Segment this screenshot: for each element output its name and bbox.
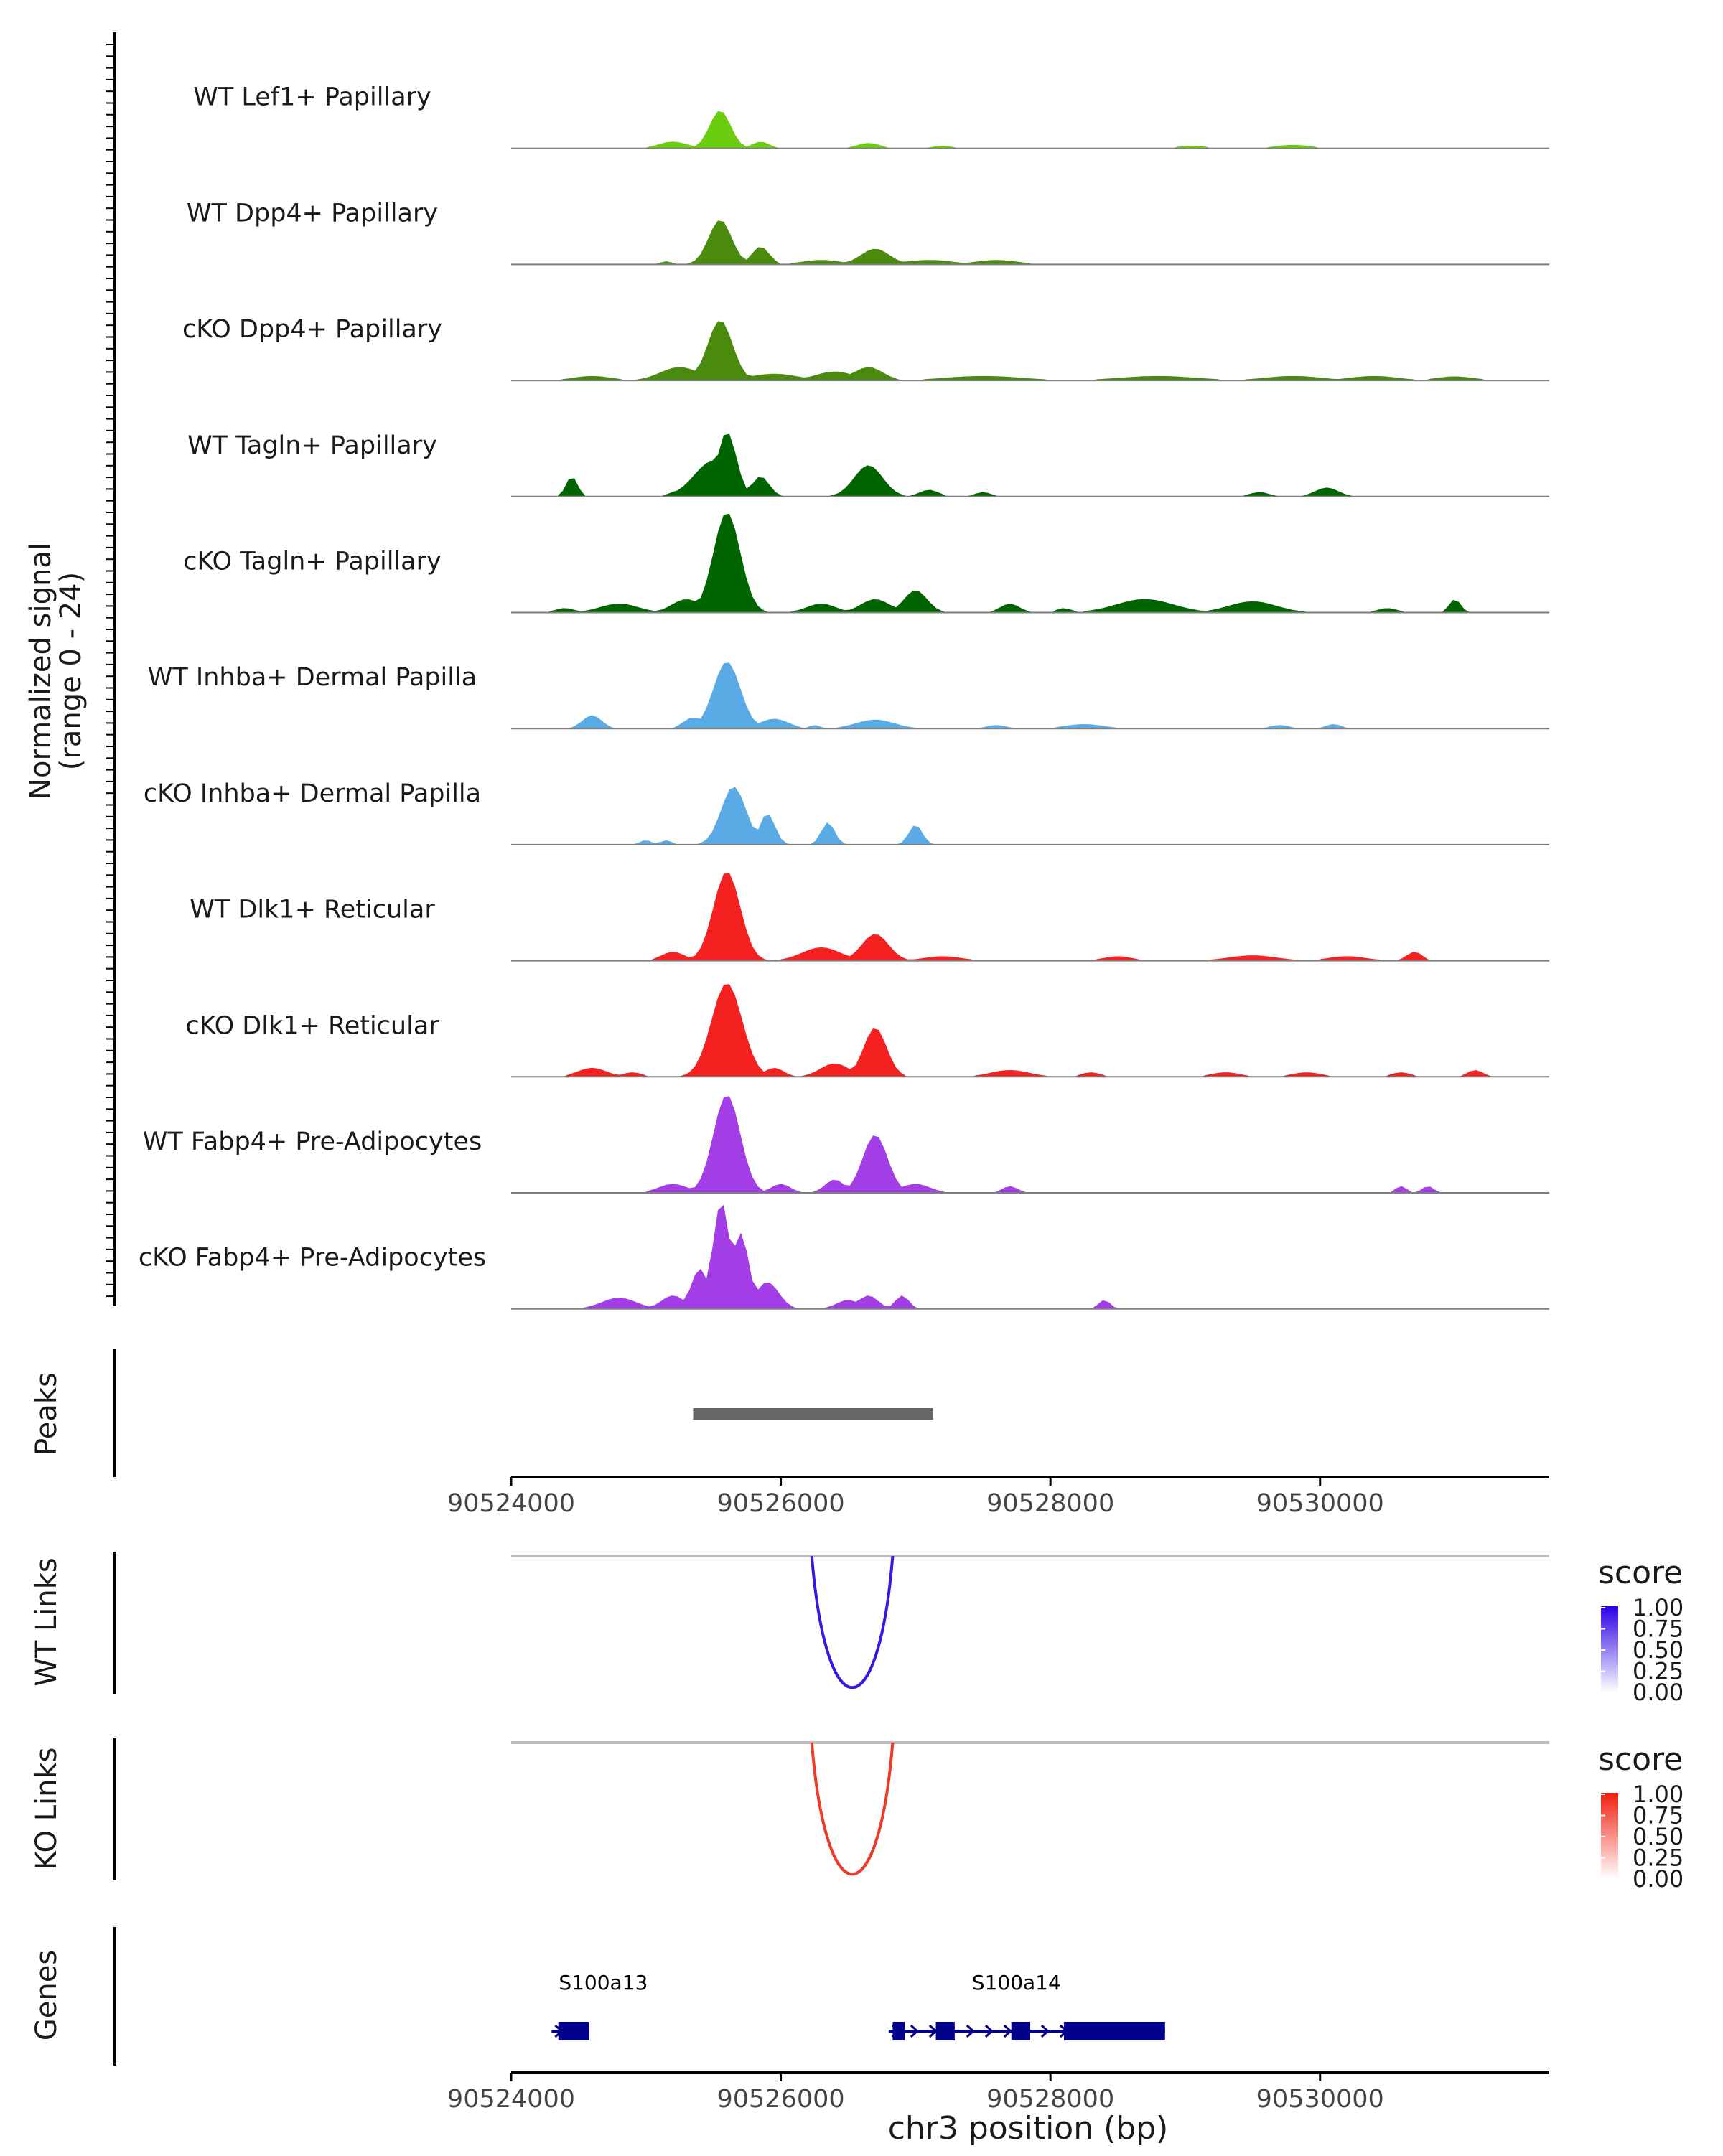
strand-arrow xyxy=(910,2024,920,2038)
coverage-area xyxy=(511,873,1549,961)
peaks-track xyxy=(693,1408,933,1420)
coverage-tracks: WT Lef1+ Papillary WT Dpp4+ Papillary cKO … xyxy=(139,83,1549,1310)
gene-name-label: S100a14 xyxy=(972,1971,1061,1995)
genes-track-label: Genes xyxy=(30,1950,63,2040)
position-tick-label: 90530000 xyxy=(1256,1489,1384,1518)
wt-links-label: WT Links xyxy=(30,1557,63,1686)
track-label: cKO Tagln+ Papillary xyxy=(183,548,442,576)
coverage-track: WT Lef1+ Papillary xyxy=(193,83,1549,149)
track-label: WT Inhba+ Dermal Papilla xyxy=(148,663,477,692)
position-tick-label: 90530000 xyxy=(1256,2085,1384,2114)
position-axis-title: chr3 position (bp) xyxy=(888,2110,1169,2147)
coverage-area xyxy=(511,787,1549,845)
coverage-area xyxy=(511,513,1549,613)
position-axis-bottom: 90524000 90526000 90528000 90530000 xyxy=(447,2071,1549,2114)
coverage-track: WT Dlk1+ Reticular xyxy=(190,873,1549,962)
signal-axis-range-label: (range 0 - 24) xyxy=(55,572,88,770)
coverage-track: cKO Dlk1+ Reticular xyxy=(185,984,1549,1078)
coverage-track: cKO Dpp4+ Papillary xyxy=(182,315,1549,382)
signal-axis-label: Normalized signal xyxy=(24,543,57,800)
signal-axis-ticks xyxy=(106,44,115,1298)
legend-tick-label: 0.25 xyxy=(1633,1658,1684,1685)
gene-exon xyxy=(935,2022,955,2040)
ko-links-label: KO Links xyxy=(30,1748,63,1870)
ko-legend-title: score xyxy=(1598,1741,1683,1778)
track-label: WT Fabp4+ Pre-Adipocytes xyxy=(143,1128,482,1156)
legend-tick-label: 0.75 xyxy=(1633,1616,1684,1643)
position-tick-label: 90526000 xyxy=(717,2085,845,2114)
legend-tick-label: 0.75 xyxy=(1633,1802,1684,1829)
strand-arrow xyxy=(1003,2024,1013,2038)
coverage-area xyxy=(511,111,1549,149)
gene-model: S100a14 xyxy=(888,1971,1165,2040)
link-arc xyxy=(810,1742,895,1876)
peak-region xyxy=(693,1408,933,1420)
wt-legend-title: score xyxy=(1598,1555,1683,1591)
coverage-track: WT Tagln+ Papillary xyxy=(187,431,1549,497)
position-tick-label: 90528000 xyxy=(986,1489,1114,1518)
track-label: cKO Inhba+ Dermal Papilla xyxy=(144,779,481,808)
track-label: WT Dpp4+ Papillary xyxy=(187,199,438,228)
gene-exon xyxy=(1063,2022,1165,2040)
gene-exon xyxy=(892,2022,905,2040)
coverage-track: WT Fabp4+ Pre-Adipocytes xyxy=(143,1096,1549,1194)
coverage-area xyxy=(511,984,1549,1077)
coverage-area xyxy=(511,1096,1549,1193)
position-tick-label: 90524000 xyxy=(447,2085,575,2114)
position-tick-label: 90526000 xyxy=(717,1489,845,1518)
legend-tick-label: 0.00 xyxy=(1633,1679,1684,1706)
legend-tick-label: 0.50 xyxy=(1633,1823,1684,1850)
legend-tick-label: 1.00 xyxy=(1633,1594,1684,1621)
signal-axis-title: Normalized signal (range 0 - 24) xyxy=(24,543,88,800)
track-label: cKO Dlk1+ Reticular xyxy=(185,1011,439,1040)
position-tick-label: 90528000 xyxy=(986,2085,1114,2114)
links-track xyxy=(113,1738,1549,1880)
gene-model: S100a13 xyxy=(551,1971,648,2040)
gene-name-label: S100a13 xyxy=(559,1971,648,1995)
coverage-area xyxy=(511,321,1549,381)
gene-exon xyxy=(1011,2022,1030,2040)
legend-tick-label: 1.00 xyxy=(1633,1781,1684,1808)
coverage-track: WT Inhba+ Dermal Papilla xyxy=(148,662,1549,730)
position-tick-label: 90524000 xyxy=(447,1489,575,1518)
peaks-track-label: Peaks xyxy=(30,1372,63,1456)
coverage-area xyxy=(511,220,1549,265)
score-legends: score score 1.000.750.500.250.001.000.75… xyxy=(1598,1555,1684,1893)
track-label: cKO Dpp4+ Papillary xyxy=(182,315,442,344)
coverage-track: WT Dpp4+ Papillary xyxy=(187,199,1549,266)
link-arc xyxy=(810,1555,895,1689)
track-label: WT Dlk1+ Reticular xyxy=(190,896,435,924)
coverage-track: cKO Tagln+ Papillary xyxy=(183,513,1549,614)
genes-track: S100a13 S100a14 xyxy=(113,1927,1165,2066)
links-tracks xyxy=(113,1552,1549,1880)
links-track xyxy=(113,1552,1549,1694)
legend-tick-label: 0.25 xyxy=(1633,1845,1684,1872)
strand-arrow xyxy=(1040,2024,1050,2038)
coverage-area xyxy=(511,662,1549,729)
legend-tick-label: 0.00 xyxy=(1633,1865,1684,1893)
track-label: cKO Fabp4+ Pre-Adipocytes xyxy=(139,1244,486,1272)
strand-arrow xyxy=(984,2024,994,2038)
gene-exon xyxy=(558,2022,589,2040)
track-label: WT Tagln+ Papillary xyxy=(187,431,437,460)
coverage-area xyxy=(511,1204,1549,1309)
strand-arrow xyxy=(966,2024,976,2038)
coverage-track: cKO Inhba+ Dermal Papilla xyxy=(144,779,1549,845)
position-axis-top: 90524000 90526000 90528000 90530000 xyxy=(447,1476,1549,1518)
legend-tick-label: 0.50 xyxy=(1633,1636,1684,1664)
coverage-track: cKO Fabp4+ Pre-Adipocytes xyxy=(139,1204,1549,1310)
track-label: WT Lef1+ Papillary xyxy=(193,83,431,112)
coverage-area xyxy=(511,433,1549,497)
